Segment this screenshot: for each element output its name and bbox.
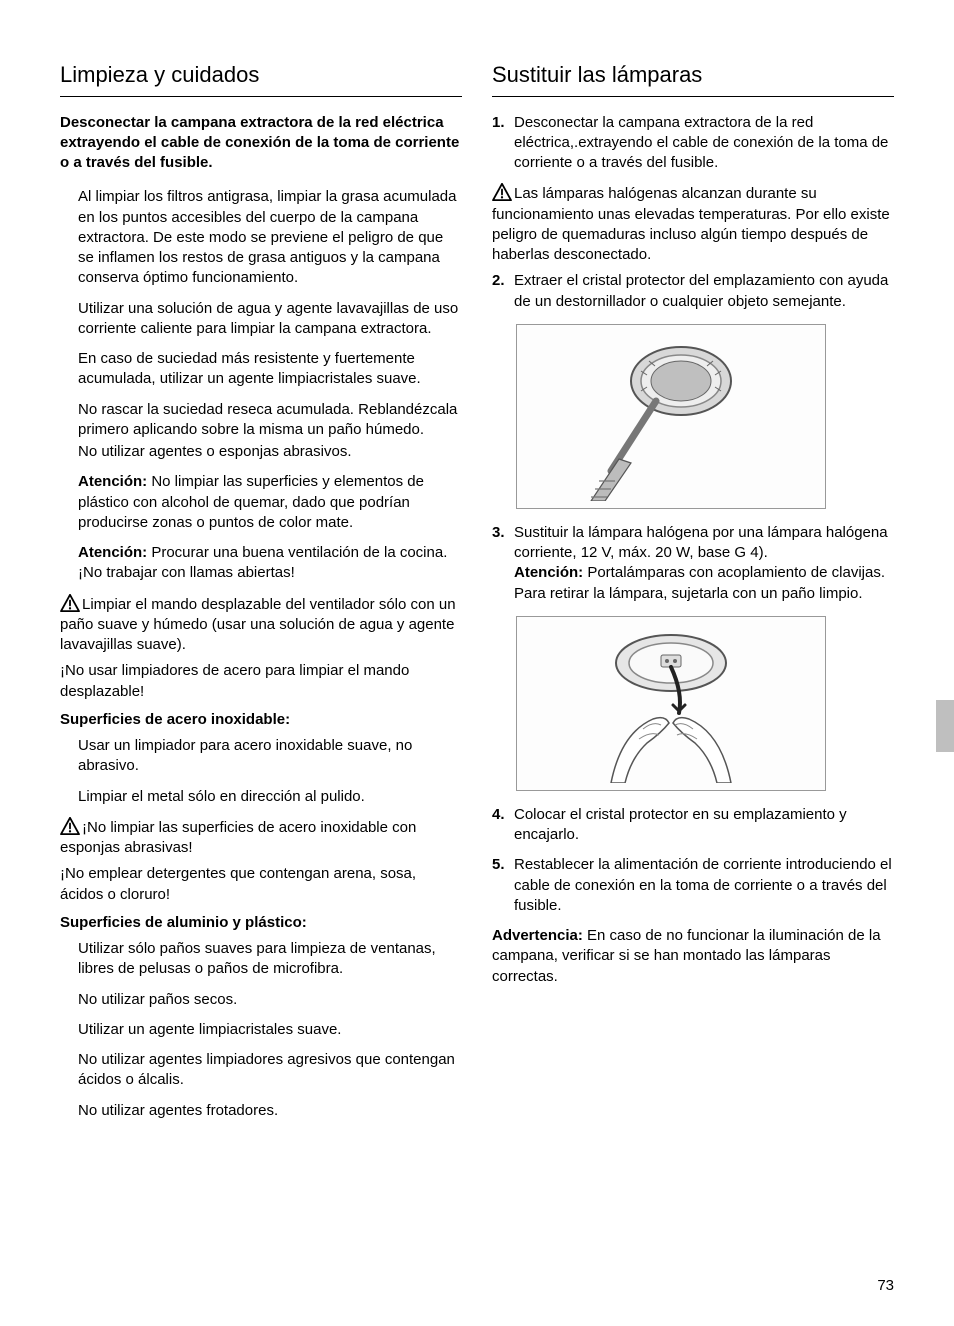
step-body: Extraer el cristal protector del emplaza… — [514, 271, 894, 312]
step-body: Restablecer la alimentación de corriente… — [514, 855, 894, 916]
alu-block: Utilizar sólo paños suaves para limpieza… — [60, 939, 462, 1121]
step-num: 5. — [492, 855, 514, 916]
warning-icon — [492, 183, 512, 201]
attention-2: Atención: Procurar una buena ventilación… — [78, 543, 462, 584]
para: No utilizar paños secos. — [78, 990, 462, 1010]
page-edge-tab — [936, 700, 954, 752]
para: En caso de suciedad más resistente y fue… — [78, 349, 462, 390]
figure-bulb-removal — [516, 616, 826, 791]
figure-screwdriver — [516, 324, 826, 509]
right-title: Sustituir las lámparas — [492, 60, 894, 97]
left-indent-1: Al limpiar los filtros antigrasa, limpia… — [60, 187, 462, 583]
para: No utilizar agentes o esponjas abrasivos… — [78, 442, 462, 462]
warning-icon — [60, 817, 80, 835]
warning-block-1: Limpiar el mando desplazable del ventila… — [60, 594, 462, 702]
advertencia: Advertencia: En caso de no funcionar la … — [492, 926, 894, 987]
para: Al limpiar los filtros antigrasa, limpia… — [78, 187, 462, 288]
step-1: 1. Desconectar la campana extractora de … — [492, 113, 894, 174]
step-num: 4. — [492, 805, 514, 846]
step-3: 3. Sustituir la lámpara halógena por una… — [492, 523, 894, 604]
attention-1: Atención: No limpiar las superficies y e… — [78, 472, 462, 533]
step-4: 4. Colocar el cristal protector en su em… — [492, 805, 894, 846]
para: Utilizar un agente limpiacristales suave… — [78, 1020, 462, 1040]
para: No utilizar agentes frotadores. — [78, 1101, 462, 1121]
steel-heading: Superficies de acero inoxidable: — [60, 710, 462, 730]
left-title: Limpieza y cuidados — [60, 60, 462, 97]
warning-block-2: ¡No limpiar las superficies de acero ino… — [60, 817, 462, 905]
step-num: 2. — [492, 271, 514, 312]
step-num: 3. — [492, 523, 514, 604]
para: Utilizar una solución de agua y agente l… — [78, 299, 462, 340]
warning-icon — [60, 594, 80, 612]
step-num: 1. — [492, 113, 514, 174]
para: Limpiar el metal sólo en dirección al pu… — [78, 787, 462, 807]
alu-heading: Superficies de aluminio y plástico: — [60, 913, 462, 933]
para: Utilizar sólo paños suaves para limpieza… — [78, 939, 462, 980]
para: No utilizar agentes limpiadores agresivo… — [78, 1050, 462, 1091]
step-body: Sustituir la lámpara halógena por una lá… — [514, 523, 894, 604]
step-2: 2. Extraer el cristal protector del empl… — [492, 271, 894, 312]
step-5: 5. Restablecer la alimentación de corrie… — [492, 855, 894, 916]
left-column: Limpieza y cuidados Desconectar la campa… — [60, 60, 462, 1131]
step-body: Desconectar la campana extractora de la … — [514, 113, 894, 174]
intro-bold: Desconectar la campana extractora de la … — [60, 113, 462, 174]
screwdriver-illustration — [561, 331, 781, 501]
step-body: Colocar el cristal protector en su empla… — [514, 805, 894, 846]
para: Usar un limpiador para acero inoxidable … — [78, 736, 462, 777]
steel-block: Usar un limpiador para acero inoxidable … — [60, 736, 462, 807]
para: No rascar la suciedad reseca acumulada. … — [78, 400, 462, 441]
two-column-layout: Limpieza y cuidados Desconectar la campa… — [60, 60, 894, 1131]
bulb-illustration — [561, 623, 781, 783]
page-number: 73 — [877, 1276, 894, 1296]
right-column: Sustituir las lámparas 1. Desconectar la… — [492, 60, 894, 1131]
warning-halogen: Las lámparas halógenas alcanzan durante … — [492, 183, 894, 265]
